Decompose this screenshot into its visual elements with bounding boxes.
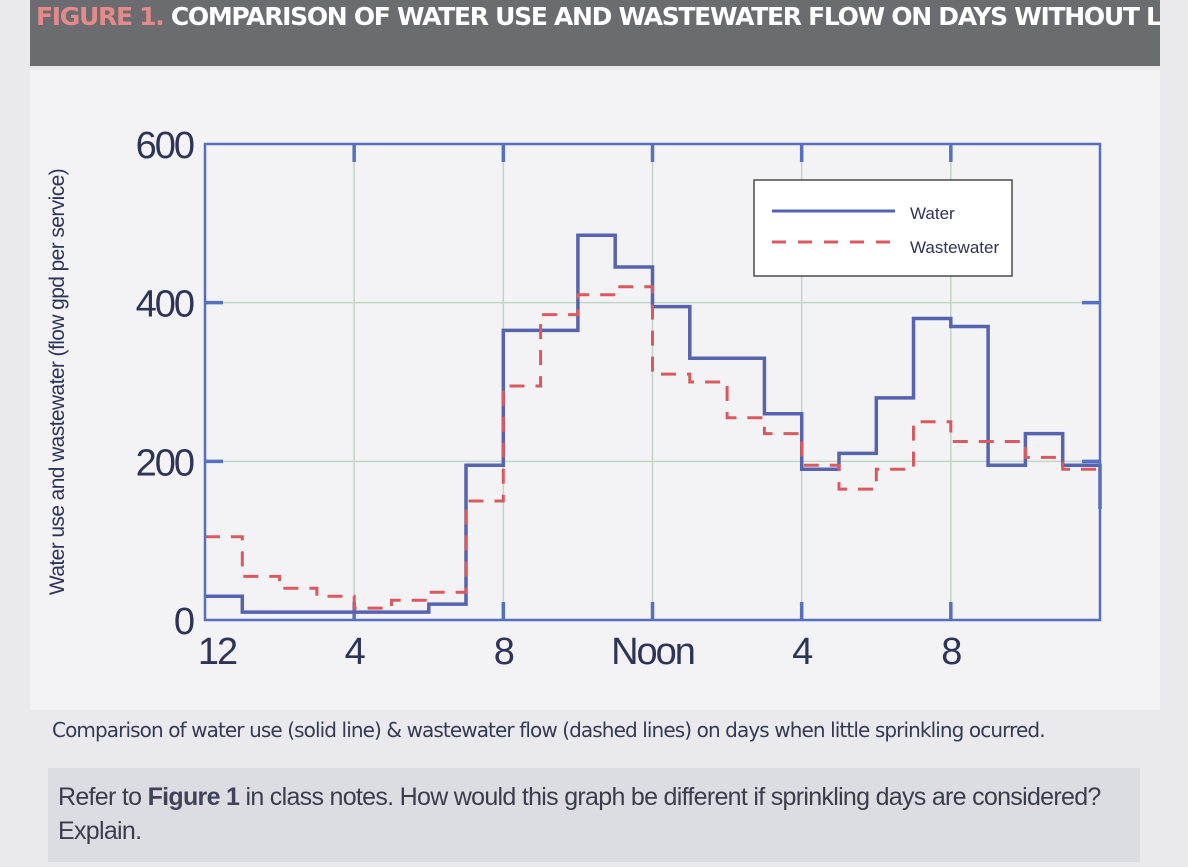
figure-title: FIGURE 1. COMPARISON OF WATER USE AND WA… <box>36 2 1160 31</box>
question-text: Refer to Figure 1 in class notes. How wo… <box>58 780 1128 848</box>
legend-water-label: Water <box>910 204 955 223</box>
figure-title-bar: FIGURE 1. COMPARISON OF WATER USE AND WA… <box>30 0 1160 66</box>
x-tick-label: 8 <box>941 631 961 673</box>
chart-panel: 0 200 400 600 12 4 8 Noon 4 8 Water use and wast… <box>30 70 1160 710</box>
x-tick-label: 8 <box>494 631 514 673</box>
y-tick-label: 0 <box>174 601 194 643</box>
x-tick-labels: 12 4 8 Noon 4 8 <box>198 631 963 673</box>
legend-wastewater-label: Wastewater <box>910 238 999 257</box>
plot-frame <box>203 142 1102 622</box>
legend-box <box>753 179 1013 277</box>
y-tick-label: 200 <box>136 442 194 484</box>
x-tick-label: Noon <box>611 631 694 673</box>
series-layer <box>205 233 1119 614</box>
x-tick-label: 12 <box>198 631 237 673</box>
question-prefix: Refer to <box>58 783 148 811</box>
question-figure-ref: Figure 1 <box>147 783 240 811</box>
axis-ticks <box>205 144 1100 620</box>
figure-caption: Comparison of water use (solid line) & w… <box>52 718 1046 742</box>
x-tick-label: 4 <box>792 631 813 673</box>
figure-title-text: COMPARISON OF WATER USE AND WASTEWATER F… <box>170 2 1160 31</box>
question-box: Refer to Figure 1 in class notes. How wo… <box>48 768 1140 862</box>
x-tick-label: 4 <box>345 631 366 673</box>
series-line-wastewater <box>205 285 1100 610</box>
legend: Water Wastewater <box>753 179 1013 277</box>
series-line-water <box>205 233 1102 614</box>
y-tick-label: 600 <box>136 125 194 167</box>
y-axis-label: Water use and wastewater (flow gpd per s… <box>46 169 69 595</box>
y-tick-labels: 0 200 400 600 <box>136 125 196 643</box>
y-tick-label: 400 <box>136 284 194 326</box>
question-suffix: in class notes. How would this graph be … <box>58 783 1101 845</box>
figure-number: FIGURE 1. <box>36 2 165 31</box>
step-line-chart: 0 200 400 600 12 4 8 Noon 4 8 Water use and wast… <box>46 125 1119 673</box>
